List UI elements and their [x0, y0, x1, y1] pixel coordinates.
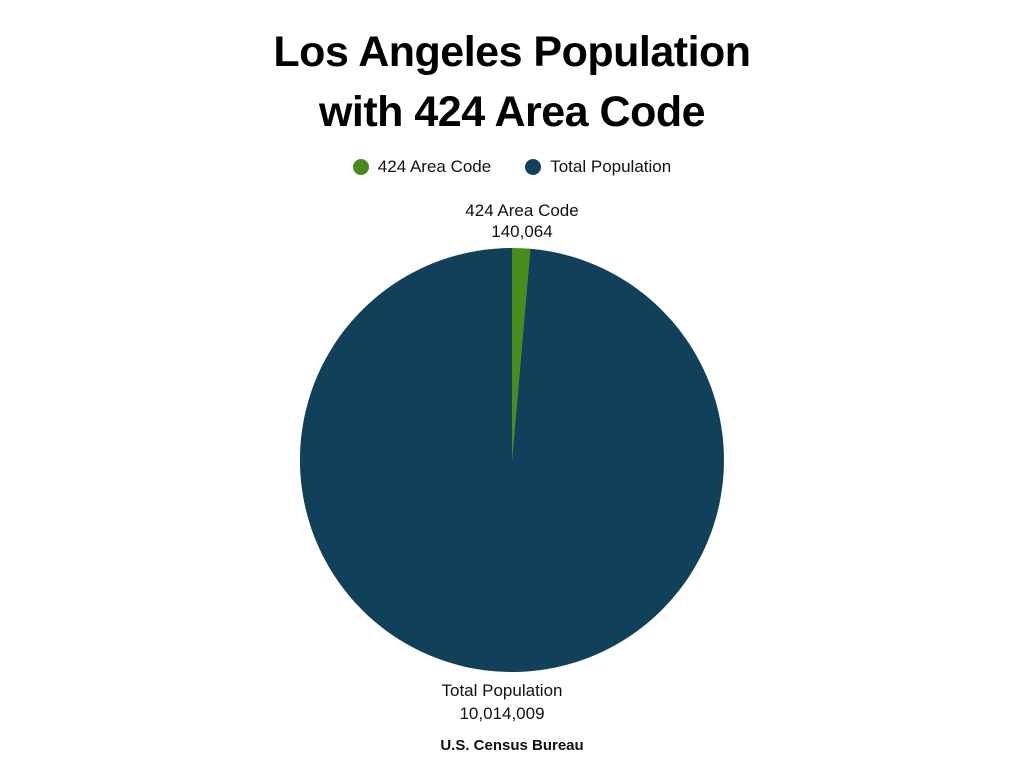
pie-slice-424-area-code	[512, 248, 531, 460]
legend-label-total-population: Total Population	[550, 157, 672, 176]
slice-label-total-population-value: 10,014,009	[459, 704, 545, 723]
slice-label-total-population-name: Total Population	[441, 681, 563, 700]
chart-legend: 424 Area Code Total Population	[0, 157, 1024, 177]
slice-label-total-population: Total Population 10,014,009	[352, 679, 652, 725]
legend-item-total-population: Total Population	[525, 157, 671, 177]
chart-title-line-1: Los Angeles Population	[273, 28, 751, 76]
legend-swatch-total-population	[525, 159, 542, 175]
slice-label-424-area-code-name: 424 Area Code	[465, 201, 579, 220]
chart-title: Los Angeles Population with 424 Area Cod…	[0, 22, 1024, 142]
chart-source: U.S. Census Bureau	[440, 737, 584, 754]
slice-label-424-area-code: 424 Area Code 140,064	[372, 200, 672, 242]
legend-swatch-424-area-code	[352, 159, 369, 175]
legend-item-424-area-code: 424 Area Code	[352, 157, 492, 177]
legend-label-424-area-code: 424 Area Code	[377, 157, 492, 176]
slice-label-424-area-code-value: 140,064	[491, 222, 553, 241]
chart-title-line-2: with 424 Area Code	[318, 88, 706, 136]
pie-slice-total-population	[299, 248, 724, 672]
